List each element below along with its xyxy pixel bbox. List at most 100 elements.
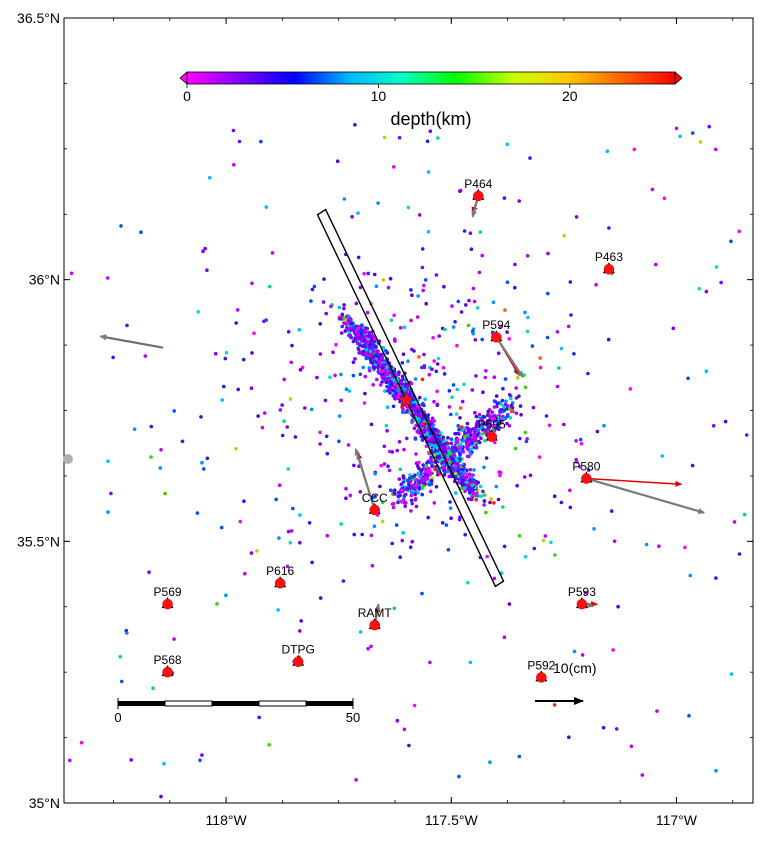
- earthquake-dot: [474, 446, 479, 450]
- earthquake-dot: [450, 448, 455, 453]
- earthquake-dot: [502, 635, 507, 639]
- earthquake-dot: [348, 493, 353, 498]
- earthquake-dot: [342, 303, 346, 307]
- earthquake-dot: [499, 420, 504, 425]
- earthquake-dot: [344, 387, 349, 392]
- earthquake-dot: [408, 545, 413, 549]
- earthquake-dot: [405, 384, 410, 389]
- earthquake-dot: [714, 768, 718, 773]
- earthquake-dot: [514, 411, 519, 416]
- earthquake-dot: [460, 425, 464, 429]
- earthquake-dot: [719, 280, 723, 285]
- earthquake-dot: [711, 424, 716, 428]
- earthquake-dot: [566, 324, 571, 329]
- earthquake-dot: [465, 580, 470, 585]
- earthquake-dot: [640, 773, 645, 777]
- earthquake-dot: [482, 415, 487, 419]
- earthquake-dot: [397, 370, 401, 375]
- earthquake-dot: [632, 147, 637, 152]
- earthquake-dot: [303, 406, 307, 410]
- earthquake-dot: [503, 308, 507, 312]
- earthquake-dot: [492, 417, 497, 422]
- earthquake-dot: [424, 469, 428, 474]
- earthquake-dot: [698, 140, 703, 144]
- earthquake-dot: [388, 379, 392, 384]
- earthquake-dot: [468, 467, 473, 472]
- earthquake-dot: [318, 352, 323, 356]
- earthquake-dot: [364, 330, 368, 334]
- earthquake-dot: [370, 344, 375, 349]
- earthquake-dot: [686, 376, 690, 381]
- earthquake-dot: [426, 170, 431, 174]
- earthquake-dot: [270, 251, 275, 255]
- earthquake-dot: [505, 403, 510, 408]
- earthquake-dot: [688, 573, 693, 578]
- earthquake-dot: [409, 318, 413, 323]
- earthquake-dot: [288, 397, 293, 401]
- earthquake-dot: [259, 139, 263, 144]
- earthquake-dot: [432, 359, 437, 363]
- earthquake-dot: [410, 293, 414, 298]
- earthquake-dot: [366, 334, 371, 338]
- earthquake-dot: [367, 344, 372, 349]
- earthquake-dot: [417, 480, 421, 485]
- earthquake-dot: [346, 314, 351, 319]
- earthquake-dot: [496, 351, 501, 356]
- earthquake-dot: [451, 383, 456, 387]
- earthquake-dot: [339, 522, 343, 526]
- earthquake-dot: [504, 399, 508, 404]
- earthquake-dot: [471, 491, 476, 496]
- earthquake-dot: [472, 478, 476, 482]
- earthquake-dot: [322, 277, 326, 281]
- earthquake-dot: [569, 313, 573, 317]
- earthquake-dot: [609, 509, 614, 513]
- earthquake-dot: [478, 230, 483, 234]
- earthquake-dot: [420, 591, 424, 596]
- earthquake-dot: [501, 408, 506, 413]
- earthquake-dot: [420, 265, 425, 270]
- earthquake-dot: [446, 436, 450, 440]
- earthquake-dot: [459, 310, 464, 314]
- earthquake-dot: [714, 576, 718, 580]
- station-marker: [162, 598, 173, 610]
- earthquake-dot: [407, 483, 411, 487]
- earthquake-dot: [401, 474, 406, 478]
- earthquake-dot: [455, 387, 460, 392]
- earthquake-dot: [386, 285, 391, 290]
- earthquake-dot: [241, 357, 246, 362]
- earthquake-dot: [298, 540, 302, 545]
- earthquake-dot: [517, 534, 522, 538]
- gray-marker: [63, 454, 73, 464]
- earthquake-dot: [392, 606, 397, 611]
- earthquake-dot: [249, 386, 254, 391]
- colorbar-label: depth(km): [390, 109, 471, 129]
- earthquake-dot: [507, 392, 512, 397]
- earthquake-dot: [172, 409, 176, 413]
- earthquake-dot: [395, 718, 400, 723]
- earthquake-dot: [323, 398, 328, 403]
- earthquake-dot: [432, 419, 437, 423]
- earthquake-dot: [149, 455, 153, 459]
- earthquake-dot: [580, 653, 585, 657]
- earthquake-dot: [475, 491, 479, 496]
- earthquake-dot: [421, 421, 425, 426]
- earthquake-dot: [205, 268, 209, 273]
- earthquake-dot: [203, 246, 207, 251]
- earthquake-dot: [420, 377, 425, 382]
- earthquake-dot: [353, 338, 358, 343]
- earthquake-dot: [349, 317, 353, 322]
- earthquake-dot: [280, 403, 284, 407]
- station-label: P595: [478, 418, 506, 432]
- earthquake-dot: [106, 459, 110, 464]
- earthquake-dot: [367, 366, 372, 370]
- earthquake-dot: [195, 511, 200, 515]
- earthquake-dot: [363, 374, 368, 379]
- earthquake-dot: [530, 344, 535, 348]
- earthquake-dot: [162, 761, 166, 766]
- earthquake-dot: [350, 215, 354, 219]
- earthquake-dot: [471, 286, 476, 291]
- earthquake-dot: [339, 398, 344, 403]
- earthquake-dot: [383, 369, 387, 374]
- earthquake-dot: [574, 460, 579, 464]
- earthquake-dot: [414, 452, 418, 456]
